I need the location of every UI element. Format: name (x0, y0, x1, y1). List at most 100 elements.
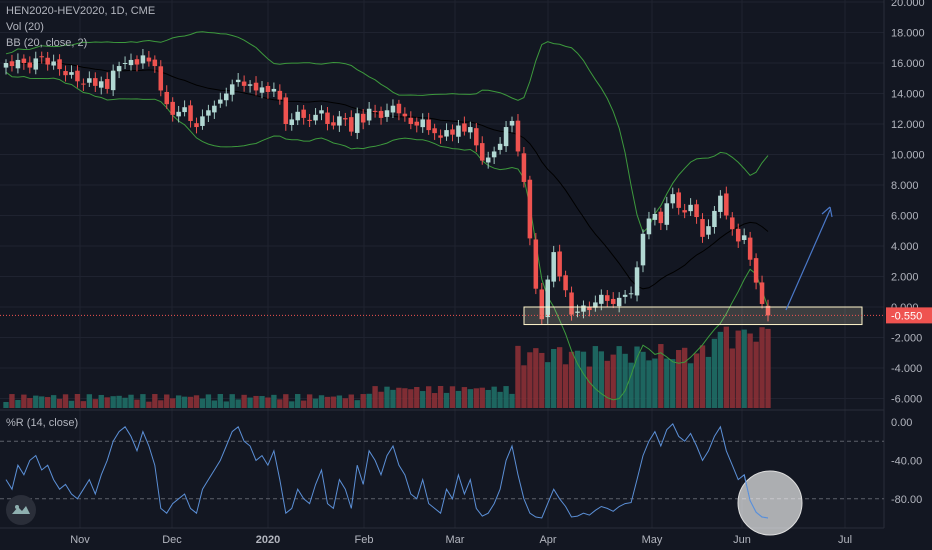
volume-bar (199, 398, 206, 408)
symbol-legend[interactable]: HEN2020-HEV2020, 1D, CME (6, 5, 156, 17)
volume-bar (360, 394, 366, 408)
candle-body (319, 110, 324, 114)
volume-bar (217, 394, 223, 408)
volume-bar (15, 399, 21, 408)
volume-legend[interactable]: Vol (20) (6, 21, 44, 33)
candle-body (479, 143, 485, 161)
price-tick-label: 2.000 (891, 272, 919, 284)
volume-bar (670, 359, 676, 408)
williams-r-line-highlight (743, 474, 769, 519)
volume-bar (664, 358, 670, 408)
volume-bar (283, 394, 289, 408)
candles (3, 48, 771, 325)
candle-body (140, 55, 146, 64)
candle-body (325, 112, 330, 124)
volume-bar (586, 366, 593, 408)
volume-bar (699, 345, 706, 408)
tradingview-logo-icon[interactable] (6, 495, 36, 525)
volume-bar (729, 348, 735, 408)
volume-bar (604, 360, 610, 408)
candle-body (640, 233, 646, 266)
candle-body (122, 63, 128, 64)
volume-bar (449, 386, 456, 408)
candle-body (646, 218, 652, 235)
volume-bar (747, 333, 753, 408)
candle-body (509, 120, 515, 126)
volume-bar (134, 399, 140, 408)
candle-body (616, 297, 622, 307)
last-price-tag (886, 307, 932, 324)
bollinger-lower-band (5, 71, 769, 401)
candle-body (527, 179, 533, 239)
time-tick-label: 2020 (256, 534, 280, 546)
candle-body (331, 122, 336, 126)
candle-body (146, 57, 152, 62)
volume-bar (646, 360, 652, 408)
candle-body (200, 116, 205, 126)
volume-bar (300, 400, 307, 408)
bollinger-upper-band (5, 31, 769, 234)
volume-bar (687, 363, 694, 408)
candle-body (718, 195, 723, 212)
candle-body (343, 118, 348, 120)
candle-body (27, 62, 33, 68)
volume-bar (265, 397, 271, 408)
volume-bar (765, 328, 771, 408)
candle-body (735, 228, 741, 242)
candle-body (765, 305, 771, 316)
price-axis: 20.000 18.000 16.000 14.000 12.000 10.000 8.00… (891, 0, 925, 406)
candle-body (652, 213, 658, 220)
volume-bar (21, 394, 27, 408)
volume-bar (408, 389, 414, 408)
time-tick-label: Feb (355, 534, 374, 546)
candle-body (9, 61, 15, 67)
candle-body (420, 119, 425, 128)
candle-body (259, 87, 265, 93)
volume-bar (241, 394, 247, 408)
bollinger-legend[interactable]: BB (20, close, 2) (6, 37, 88, 49)
candle-body (438, 135, 443, 138)
price-tick-label: -4.000 (891, 363, 922, 375)
price-tick-label: 20.000 (891, 0, 925, 9)
volume-bar (741, 329, 747, 408)
candle-body (277, 90, 283, 100)
candle-body (759, 282, 765, 304)
volume-bar (312, 398, 319, 408)
volume-bar (384, 386, 390, 408)
volume-bar (580, 351, 587, 408)
volume-bar (681, 347, 688, 408)
candle-body (426, 119, 431, 131)
time-tick-label: May (642, 534, 663, 546)
williams-legend[interactable]: %R (14, close) (6, 417, 79, 429)
price-tick-label: 16.000 (891, 58, 925, 70)
volume-bar (235, 399, 241, 408)
oversold-circle-highlight (737, 470, 803, 536)
candle-body (134, 59, 140, 65)
candle-body (218, 99, 223, 104)
candle-body (337, 116, 342, 126)
time-tick-label: Mar (446, 534, 465, 546)
price-tick-label: 6.000 (891, 211, 919, 223)
volume-bar (592, 346, 599, 408)
candle-body (593, 302, 598, 308)
volume-bar (443, 392, 450, 408)
candle-body (176, 111, 181, 117)
price-tick-label: 4.000 (891, 241, 919, 253)
volume-bar (44, 397, 51, 408)
up-right-arrow (785, 209, 831, 311)
volume-bar (425, 386, 432, 408)
price-tick-label: 18.000 (891, 28, 925, 40)
volume-bar (247, 397, 253, 408)
candle-body (581, 305, 586, 312)
volume-bar (515, 345, 521, 408)
candle-body (694, 204, 699, 218)
volume-bar (711, 338, 718, 408)
candle-body (491, 151, 497, 158)
candle-body (366, 108, 372, 121)
candle-body (295, 111, 300, 121)
volume-bar (348, 394, 354, 408)
volume-bar (223, 401, 229, 408)
volume-bar (366, 393, 372, 408)
volume-bar (74, 394, 81, 408)
